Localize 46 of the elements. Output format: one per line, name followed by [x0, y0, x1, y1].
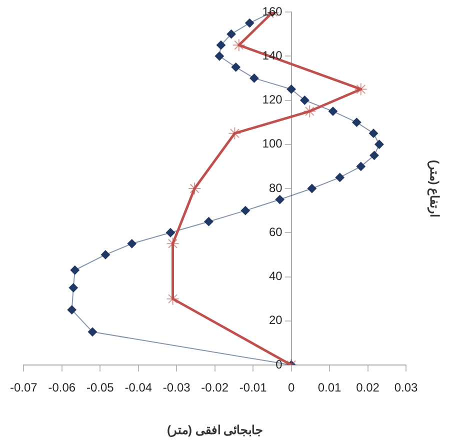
x-tick-label: -0.01	[239, 380, 268, 395]
point	[231, 62, 240, 72]
point	[370, 150, 379, 160]
x-tick-label: 0.03	[394, 380, 418, 395]
point	[369, 128, 378, 138]
point	[216, 40, 226, 50]
y-tick-label: 60	[268, 224, 283, 239]
y-axis-title: ارتفاع (متر)	[426, 160, 442, 218]
x-tick-label: -0.06	[48, 380, 76, 395]
x-tick-label: -0.02	[201, 380, 229, 395]
x-tick-label: 0.01	[318, 380, 342, 395]
point	[240, 206, 250, 216]
point	[307, 184, 316, 193]
point	[214, 52, 224, 61]
point	[335, 172, 344, 182]
point	[70, 266, 80, 275]
point	[356, 162, 366, 171]
point	[88, 327, 97, 336]
point	[204, 217, 214, 226]
point	[300, 96, 310, 105]
x-tick-label: -0.03	[162, 380, 191, 395]
point	[166, 228, 175, 238]
x-tick-label: -0.04	[124, 380, 152, 395]
point	[68, 283, 78, 292]
point	[286, 84, 296, 94]
x-tick-label: 0	[288, 380, 295, 395]
point	[100, 250, 110, 260]
y-tick-label: 40	[268, 269, 283, 284]
x-tick-label: -0.07	[10, 380, 38, 395]
y-tick-label: 160	[262, 4, 283, 18]
point	[127, 239, 136, 248]
point	[245, 18, 254, 28]
y-tick-label: 80	[268, 180, 283, 195]
y-tick-label: 120	[262, 92, 283, 107]
point	[250, 74, 259, 83]
point	[275, 195, 284, 204]
point	[328, 106, 338, 116]
x-axis-title: جابجائی افقی (متر)	[167, 422, 263, 438]
y-tick-label: 20	[268, 313, 283, 328]
point	[226, 30, 236, 39]
point	[374, 140, 384, 149]
x-tick-label: -0.05	[86, 380, 114, 395]
y-tick-label: 100	[262, 136, 283, 151]
x-tick-label: 0.02	[356, 380, 380, 395]
point	[67, 305, 76, 314]
point	[352, 118, 362, 127]
